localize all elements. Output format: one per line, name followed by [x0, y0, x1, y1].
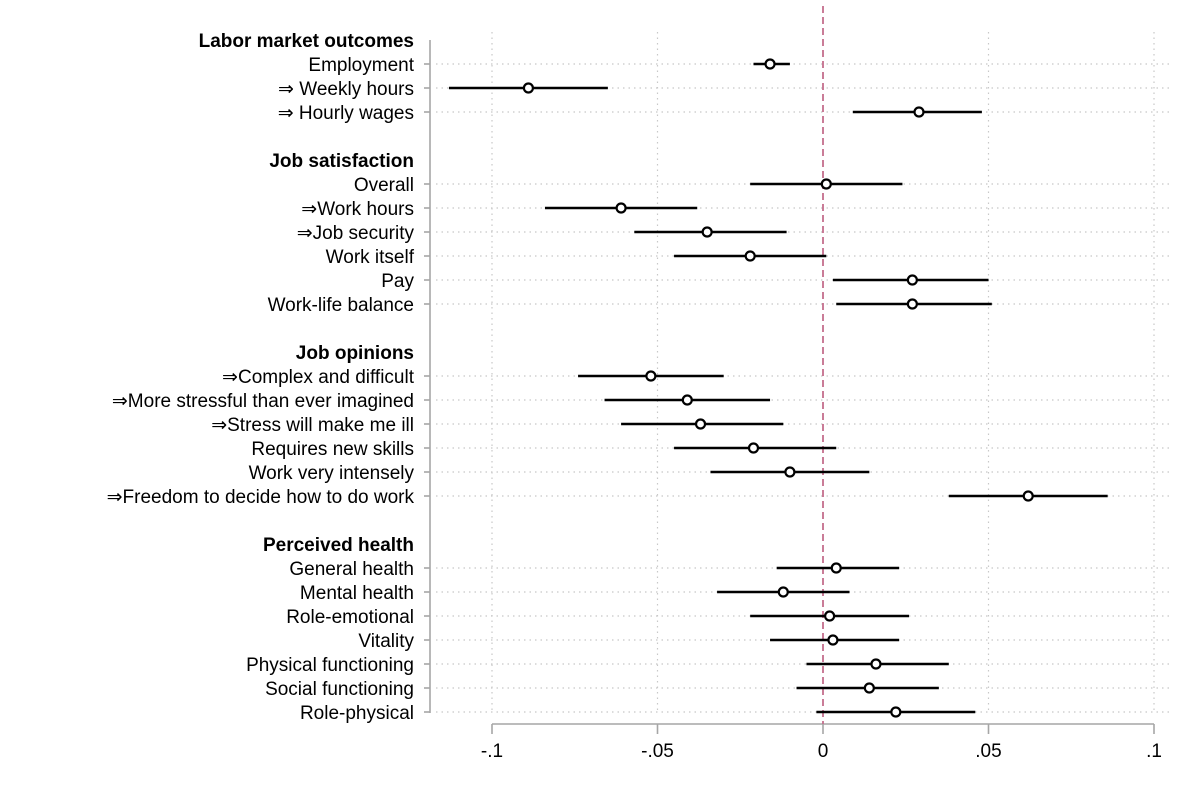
- grid: [436, 32, 1172, 714]
- estimates: [448, 58, 1108, 718]
- point-estimate: [694, 418, 707, 430]
- point-estimate: [863, 682, 875, 694]
- row-label: Role-emotional: [286, 607, 414, 628]
- point-estimate: [906, 298, 918, 310]
- point-estimate: [701, 226, 713, 238]
- point-estimate: [890, 706, 902, 718]
- row-label: Role-physical: [300, 703, 414, 724]
- group-header: Job opinions: [296, 343, 414, 364]
- point-estimate: [681, 394, 693, 406]
- x-tick-label: -.05: [641, 741, 674, 762]
- point-estimate: [913, 106, 925, 118]
- point-estimate: [784, 466, 796, 478]
- point-estimate: [522, 82, 535, 94]
- row-label: Requires new skills: [251, 439, 414, 460]
- axes: -.1 -.05 0 .05 .1: [424, 6, 1162, 762]
- point-estimate: [744, 250, 756, 262]
- row-label: Vitality: [358, 631, 414, 652]
- row-label: ⇒Complex and difficult: [222, 367, 415, 388]
- row-label: Overall: [354, 175, 414, 196]
- row-label: Employment: [308, 55, 414, 76]
- row-label: ⇒Work hours: [301, 199, 414, 220]
- point-estimate: [615, 202, 627, 214]
- x-tick-label: 0: [818, 741, 829, 762]
- point-estimate: [777, 586, 789, 598]
- row-label: ⇒Stress will make me ill: [211, 415, 414, 436]
- row-label: ⇒More stressful than ever imagined: [112, 391, 414, 412]
- row-label: General health: [289, 559, 414, 580]
- row-label: Pay: [381, 271, 414, 292]
- row-label: ⇒ Weekly hours: [278, 79, 414, 100]
- row-label: ⇒ Hourly wages: [278, 103, 414, 124]
- group-header: Job satisfaction: [269, 151, 414, 172]
- row-label: Work itself: [326, 247, 415, 268]
- row-label: ⇒Job security: [297, 223, 415, 244]
- row-labels: Labor market outcomes Employment ⇒ Weekly …: [107, 31, 415, 724]
- row-label: Work very intensely: [249, 463, 415, 484]
- x-tick-label: .1: [1146, 741, 1162, 762]
- point-estimate: [827, 634, 839, 646]
- point-estimate: [906, 274, 918, 286]
- row-label: Mental health: [300, 583, 414, 604]
- point-estimate: [1022, 490, 1034, 502]
- point-estimate: [830, 562, 842, 574]
- point-estimate: [645, 370, 657, 382]
- row-label: Work-life balance: [268, 295, 414, 316]
- point-estimate: [764, 58, 776, 70]
- row-label: Physical functioning: [246, 655, 414, 676]
- row-label: ⇒Freedom to decide how to do work: [107, 487, 415, 508]
- point-estimate: [824, 610, 836, 622]
- point-estimate: [870, 658, 882, 670]
- group-header: Perceived health: [263, 535, 414, 556]
- row-label: Social functioning: [265, 679, 414, 700]
- x-tick-label: -.1: [481, 741, 503, 762]
- point-estimate: [820, 178, 832, 190]
- group-header: Labor market outcomes: [199, 31, 414, 52]
- point-estimate: [747, 442, 760, 454]
- x-tick-label: .05: [975, 741, 1001, 762]
